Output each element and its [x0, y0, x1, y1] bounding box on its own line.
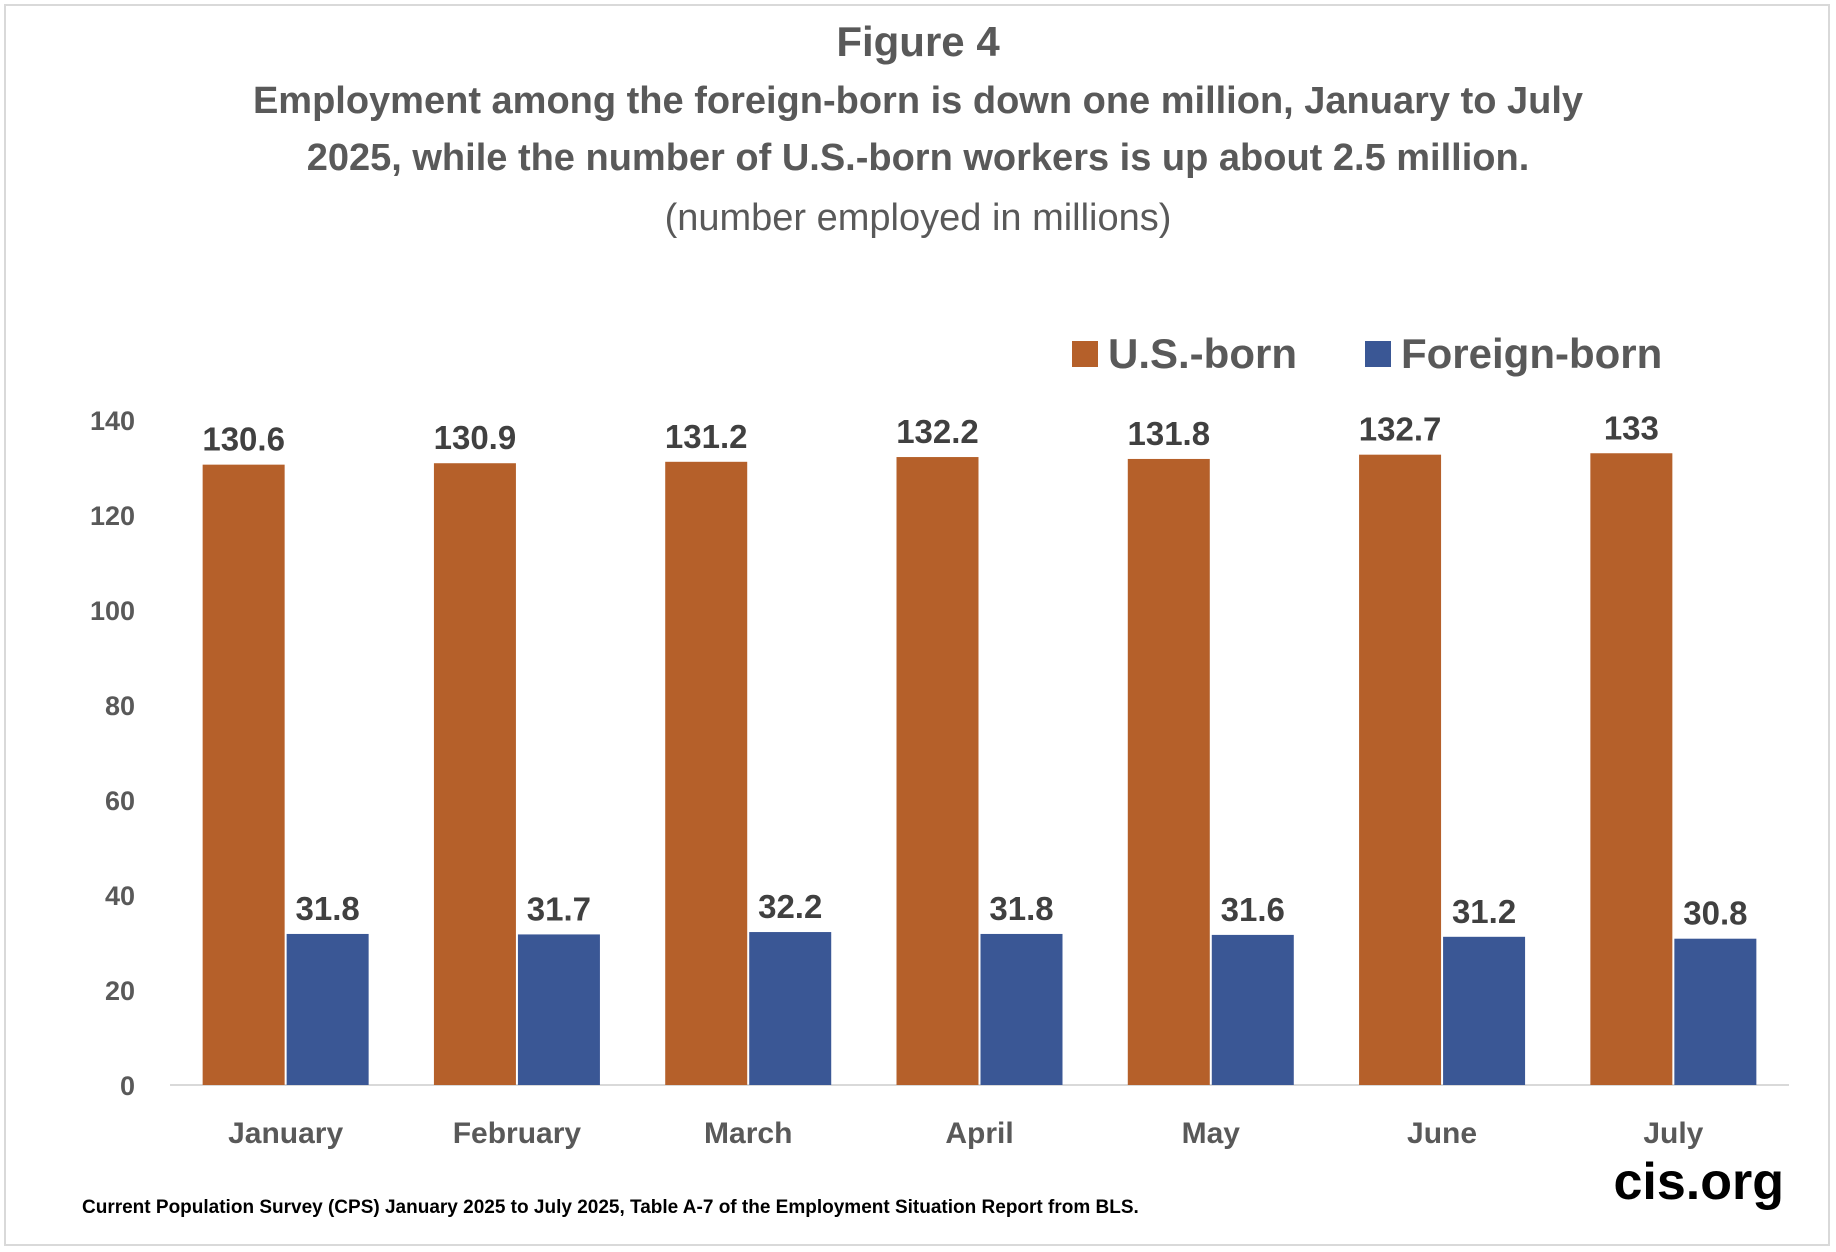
- bar-us-born: [665, 461, 748, 1085]
- y-tick-label: 0: [120, 1071, 135, 1101]
- legend: U.S.-born Foreign-born: [1072, 330, 1730, 378]
- bar-us-born: [202, 464, 285, 1085]
- data-label-foreign-born: 31.8: [296, 890, 360, 927]
- bar-foreign-born: [749, 932, 832, 1085]
- y-tick-label: 80: [105, 691, 135, 721]
- legend-label-us-born: U.S.-born: [1108, 330, 1297, 377]
- data-label-foreign-born: 31.6: [1221, 891, 1285, 928]
- x-tick-label: March: [704, 1117, 792, 1150]
- bar-us-born: [896, 457, 979, 1085]
- source-note: Current Population Survey (CPS) January …: [82, 1197, 1139, 1218]
- unit-note: (number employed in millions): [664, 197, 1172, 239]
- y-tick-label: 60: [105, 786, 135, 816]
- legend-item-foreign-born: Foreign-born: [1364, 330, 1663, 378]
- data-label-us-born: 132.2: [896, 413, 979, 450]
- chart-title: Figure 4: [836, 18, 1000, 65]
- bar-us-born: [1127, 458, 1210, 1085]
- data-label-foreign-born: 31.7: [527, 890, 591, 927]
- chart-subtitle-line2: 2025, while the number of U.S.-born work…: [306, 137, 1530, 179]
- legend-label-foreign-born: Foreign-born: [1400, 330, 1663, 377]
- bar-foreign-born: [1211, 934, 1294, 1085]
- bar-foreign-born: [1674, 938, 1757, 1085]
- data-label-foreign-born: 31.2: [1452, 893, 1516, 930]
- x-tick-label: April: [945, 1117, 1013, 1150]
- bar-foreign-born: [517, 934, 600, 1085]
- x-tick-label: July: [1643, 1117, 1703, 1150]
- data-label-us-born: 131.2: [665, 418, 748, 455]
- data-label-us-born: 130.9: [434, 419, 517, 456]
- bar-us-born: [433, 463, 516, 1086]
- chart-frame: [4, 4, 1830, 1246]
- x-tick-label: May: [1182, 1117, 1241, 1150]
- bar-foreign-born: [286, 933, 369, 1085]
- x-tick-label: January: [228, 1117, 343, 1150]
- data-label-us-born: 133: [1604, 409, 1659, 446]
- bar-us-born: [1359, 454, 1442, 1085]
- data-label-foreign-born: 31.8: [989, 890, 1053, 927]
- data-label-us-born: 130.6: [202, 421, 285, 458]
- y-tick-label: 20: [105, 976, 135, 1006]
- y-tick-label: 40: [105, 881, 135, 911]
- x-tick-label: February: [453, 1117, 582, 1150]
- bar-foreign-born: [1443, 936, 1526, 1085]
- y-tick-label: 120: [90, 501, 135, 531]
- legend-swatch-us-born: [1072, 341, 1098, 367]
- brand-logo-text: cis.org: [1613, 1153, 1785, 1211]
- bar-foreign-born: [980, 933, 1063, 1085]
- y-tick-label: 100: [90, 596, 135, 626]
- legend-swatch-foreign-born: [1364, 341, 1391, 367]
- bar-us-born: [1590, 453, 1673, 1085]
- chart-subtitle-line1: Employment among the foreign-born is dow…: [252, 80, 1584, 122]
- data-label-us-born: 132.7: [1359, 411, 1442, 448]
- data-label-foreign-born: 32.2: [758, 888, 822, 925]
- y-tick-label: 140: [90, 406, 135, 436]
- legend-item-us-born: U.S.-born: [1072, 330, 1297, 378]
- x-tick-label: June: [1407, 1117, 1477, 1150]
- data-label-us-born: 131.8: [1127, 415, 1210, 452]
- data-label-foreign-born: 30.8: [1683, 895, 1747, 932]
